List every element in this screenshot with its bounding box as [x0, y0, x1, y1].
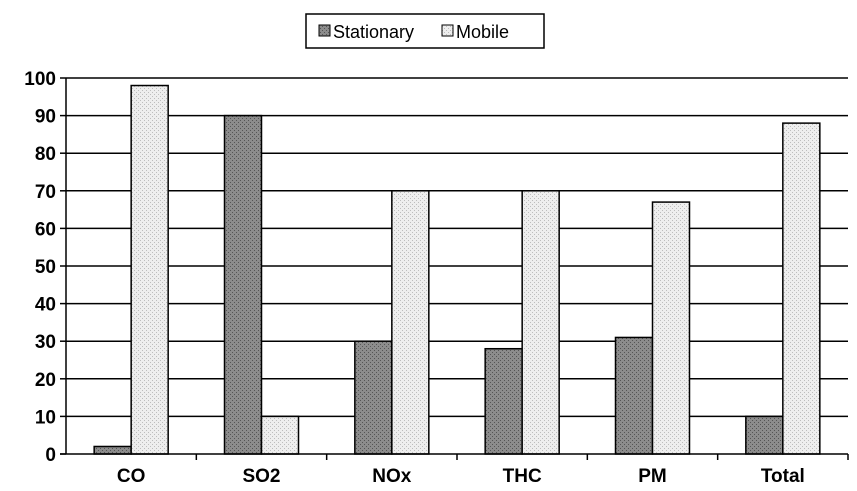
x-tick-label: Total	[761, 466, 805, 487]
y-tick-label: 100	[24, 69, 56, 90]
bar-mobile-so2	[260, 415, 300, 455]
x-tick-label: SO2	[242, 466, 280, 487]
y-tick-label: 10	[35, 407, 56, 428]
x-tick-label: CO	[117, 466, 146, 487]
y-tick-label: 60	[35, 219, 56, 240]
bar-stationary-pm	[614, 336, 654, 455]
legend-label-stationary: Stationary	[333, 22, 414, 42]
gridlines	[66, 77, 848, 418]
bar-stationary-co	[93, 445, 132, 455]
bar-stationary-so2	[223, 114, 263, 455]
x-tick-label: NOx	[372, 466, 412, 487]
y-tick-label: 70	[35, 182, 56, 203]
x-tick-label: THC	[503, 466, 542, 487]
y-tick-label: 0	[45, 445, 56, 466]
bars	[93, 84, 821, 455]
bar-stationary-thc	[484, 347, 523, 455]
bar-mobile-nox	[391, 190, 430, 455]
bar-mobile-total	[782, 122, 821, 455]
bar-stationary-total	[745, 415, 784, 455]
axes	[60, 77, 849, 460]
y-tick-label: 40	[35, 295, 56, 316]
legend-swatch-mobile	[441, 24, 454, 37]
x-tick-labels: CO SO2 NOx THC PM Total	[117, 466, 805, 487]
y-tick-label: 90	[35, 107, 56, 128]
legend-swatch-stationary	[318, 24, 331, 37]
y-tick-label: 50	[35, 257, 56, 278]
bar-stationary-nox	[354, 340, 393, 455]
bar-mobile-pm	[651, 201, 691, 455]
legend-label-mobile: Mobile	[456, 22, 509, 42]
legend: Stationary Mobile	[305, 13, 545, 49]
x-tick-label: PM	[638, 466, 667, 487]
bar-mobile-thc	[521, 190, 560, 455]
legend-box	[305, 13, 545, 49]
y-tick-label: 20	[35, 370, 56, 391]
bar-mobile-co	[130, 84, 169, 455]
y-tick-label: 80	[35, 144, 56, 165]
y-tick-label: 30	[35, 332, 56, 353]
y-tick-labels: 0 10 20 30 40 50 60 70 80 90 100	[24, 69, 56, 466]
